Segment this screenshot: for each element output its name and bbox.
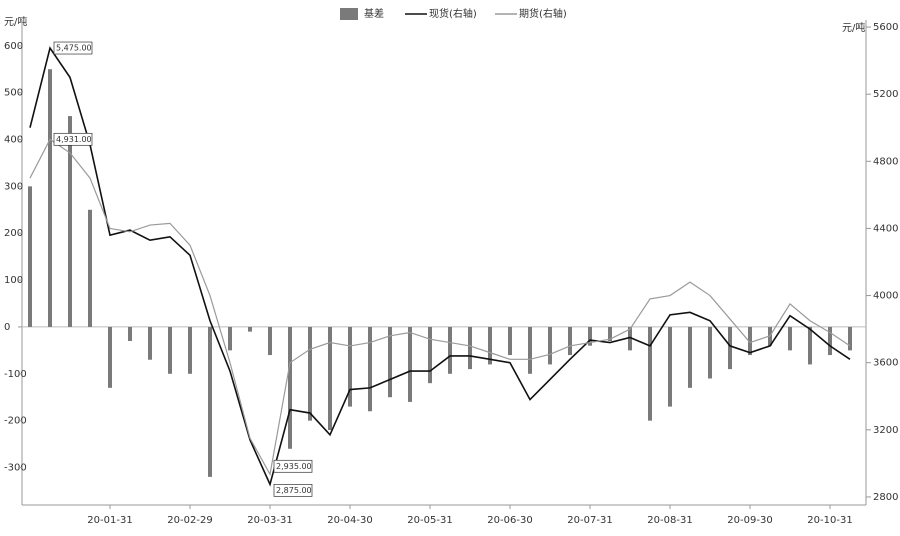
y2-tick-label: 3600 [873, 358, 898, 369]
x-tick-label: 20-02-29 [167, 515, 212, 526]
bar [488, 326, 492, 365]
y-tick-label: -100 [4, 369, 27, 380]
bar [348, 326, 352, 407]
y-tick-label: -300 [4, 463, 27, 474]
y2-tick-label: 4400 [873, 223, 898, 234]
bar [508, 326, 512, 356]
annotation: 2,875.00 [276, 486, 312, 495]
y2-axis-label: 元/吨 [842, 21, 865, 34]
bar [748, 326, 752, 356]
bar [668, 326, 672, 407]
bar [808, 326, 812, 365]
bar [648, 326, 652, 421]
bar [88, 209, 92, 327]
bar [108, 326, 112, 388]
bar [208, 326, 212, 477]
bar [188, 326, 192, 374]
y2-tick-label: 2800 [873, 492, 898, 503]
line [29, 46, 851, 487]
bar [788, 326, 792, 351]
y-axis-label: 元/吨 [4, 15, 27, 28]
line [29, 138, 851, 477]
y-tick-label: 0 [4, 322, 10, 333]
annotation: 5,475.00 [56, 44, 92, 53]
y-tick-label: -200 [4, 416, 27, 427]
bar [628, 326, 632, 351]
y2-tick-label: 3200 [873, 425, 898, 436]
bar [268, 326, 272, 356]
bar [608, 326, 612, 341]
legend-swatch [340, 8, 358, 20]
bar [148, 326, 152, 360]
bar [408, 326, 412, 402]
y-tick-label: 200 [4, 228, 23, 239]
x-tick-label: 20-08-31 [647, 515, 692, 526]
x-tick-label: 20-05-31 [407, 515, 452, 526]
x-tick-label: 20-06-30 [487, 515, 532, 526]
bar [388, 326, 392, 398]
bar [228, 326, 232, 351]
x-tick-label: 20-01-31 [87, 515, 132, 526]
bar [568, 326, 572, 356]
annotation: 2,935.00 [276, 462, 312, 471]
bar [448, 326, 452, 374]
bar [308, 326, 312, 421]
bar [548, 326, 552, 365]
y2-tick-label: 5600 [873, 22, 898, 33]
y-tick-label: 300 [4, 181, 23, 192]
y-tick-label: 400 [4, 134, 23, 145]
bar [48, 69, 52, 327]
bar [728, 326, 732, 370]
bar [848, 326, 852, 351]
bar [468, 326, 472, 370]
x-tick-label: 20-09-30 [727, 515, 772, 526]
bar [328, 326, 332, 431]
y2-tick-label: 4000 [873, 291, 898, 302]
y2-tick-label: 5200 [873, 89, 898, 100]
y-tick-label: 500 [4, 88, 23, 99]
bar [828, 326, 832, 356]
y-tick-label: 600 [4, 41, 23, 52]
bar [428, 326, 432, 384]
annotation-box [273, 484, 313, 497]
annotation: 4,931.00 [56, 135, 92, 144]
x-tick-label: 20-07-31 [567, 515, 612, 526]
bar [708, 326, 712, 379]
bar [688, 326, 692, 388]
bar [368, 326, 372, 412]
bar [588, 326, 592, 346]
annotation-box [53, 132, 93, 146]
bar [288, 326, 292, 449]
x-tick-label: 20-03-31 [247, 515, 292, 526]
bar [28, 186, 32, 327]
bar [68, 116, 72, 327]
y2-tick-label: 4800 [873, 156, 898, 167]
bar [168, 326, 172, 374]
annotation-box [53, 41, 93, 55]
y-tick-label: 100 [4, 275, 23, 286]
x-tick-label: 20-04-30 [327, 515, 372, 526]
bar [528, 326, 532, 374]
bar [248, 326, 252, 332]
bar [128, 326, 132, 341]
annotation-box [273, 459, 313, 473]
legend-label: 现货(右轴) [429, 7, 477, 20]
legend-label: 基差 [364, 7, 384, 20]
x-tick-label: 20-10-31 [807, 515, 852, 526]
legend-label: 期货(右轴) [519, 7, 567, 20]
